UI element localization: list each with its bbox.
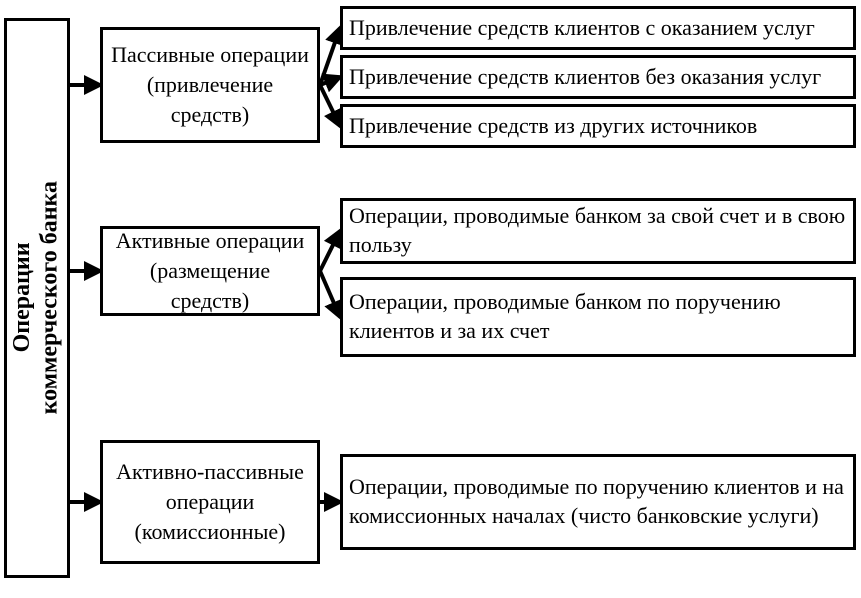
edge-arrow: [320, 85, 340, 126]
leaf-label: Операции, проводимые банком за свой счет…: [349, 202, 847, 259]
edge-arrow: [320, 231, 340, 271]
leaf-node: Операции, проводимые банком по поручению…: [340, 277, 856, 357]
leaf-label: Операции, проводимые банком по поручению…: [349, 288, 847, 345]
edge-arrow: [320, 28, 340, 85]
leaf-node: Операции, проводимые банком за свой счет…: [340, 198, 856, 264]
leaf-node: Привлечение средств из других источников: [340, 104, 856, 148]
edge-arrow: [320, 271, 340, 317]
category-node-passive: Пассивные операции (привлечение средств): [100, 27, 320, 143]
leaf-node: Привлечение средств клиентов без оказани…: [340, 55, 856, 99]
category-label: Активные операции (размещение средств): [111, 226, 309, 315]
leaf-node: Привлечение средств клиентов с оказанием…: [340, 6, 856, 50]
leaf-label: Привлечение средств из других источников: [349, 112, 757, 141]
category-label: Пассивные операции (привлечение средств): [111, 40, 309, 129]
root-node: Операции коммерческого банка: [4, 18, 70, 578]
leaf-node: Операции, проводимые по поручению клиент…: [340, 454, 856, 550]
category-node-active: Активные операции (размещение средств): [100, 226, 320, 316]
leaf-label: Операции, проводимые по поручению клиент…: [349, 473, 847, 530]
leaf-label: Привлечение средств клиентов с оказанием…: [349, 14, 815, 43]
category-node-active_passive: Активно-пассивные операции (комиссионные…: [100, 440, 320, 564]
category-label: Активно-пассивные операции (комиссионные…: [116, 457, 304, 546]
root-label: Операции коммерческого банка: [9, 181, 64, 414]
leaf-label: Привлечение средств клиентов без оказани…: [349, 63, 821, 92]
edge-arrow: [320, 77, 340, 85]
